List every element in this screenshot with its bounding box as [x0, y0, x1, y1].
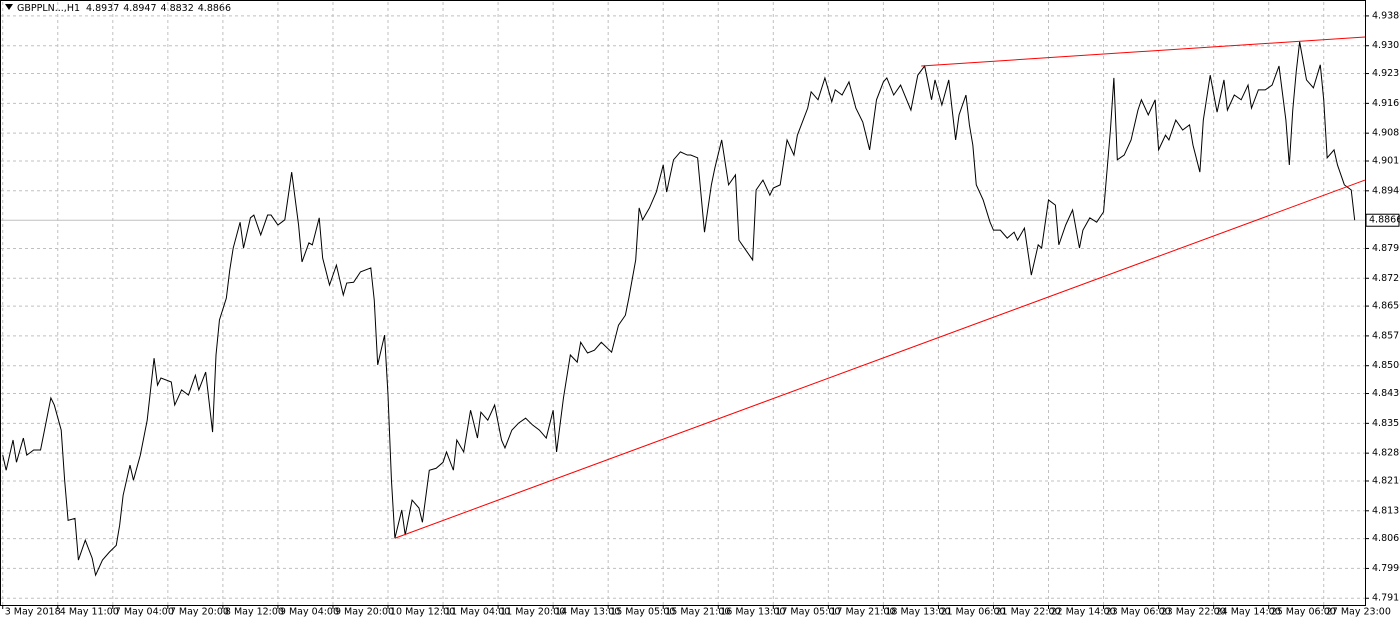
x-tick-label: 23 May 22:00 [1161, 607, 1226, 618]
low: 4.8832 [161, 3, 194, 14]
x-tick-label: 4 May 11:00 [60, 607, 119, 618]
y-tick-label: 4.9015 [1372, 155, 1400, 166]
y-tick-label: 4.9085 [1372, 128, 1400, 139]
x-tick-label: 22 May 14:00 [1051, 607, 1116, 618]
trendline [921, 36, 1366, 67]
x-tick-label: 9 May 20:00 [335, 607, 394, 618]
x-tick-label: 7 May 20:00 [170, 607, 229, 618]
y-tick-label: 4.8500 [1372, 360, 1400, 371]
y-tick-label: 4.8795 [1372, 243, 1400, 254]
last-price-label: 4.8866 [1369, 215, 1400, 226]
x-tick-label: 14 May 13:00 [555, 607, 620, 618]
symbol-icon [5, 4, 13, 10]
last-price-box [1365, 213, 1400, 227]
trendline [394, 179, 1366, 539]
x-tick-label: 15 May 05:00 [610, 607, 675, 618]
y-tick-label: 4.9305 [1372, 40, 1400, 51]
x-tick-label: 27 May 23:00 [1326, 607, 1391, 618]
y-tick-label: 4.9380 [1372, 10, 1400, 21]
x-tick-label: 21 May 06:00 [940, 607, 1005, 618]
x-tick-label: 23 May 06:00 [1106, 607, 1171, 618]
high: 4.8947 [123, 3, 156, 14]
y-tick-label: 4.8065 [1372, 533, 1400, 544]
y-tick-label: 4.8355 [1372, 418, 1400, 429]
x-tick-label: 24 May 14:00 [1216, 607, 1281, 618]
y-tick-label: 4.7915 [1372, 593, 1400, 604]
y-tick-label: 4.7990 [1372, 563, 1400, 574]
x-tick-label: 11 May 20:00 [500, 607, 565, 618]
x-tick-label: 21 May 22:00 [995, 607, 1060, 618]
x-tick-label: 17 May 05:00 [775, 607, 840, 618]
x-tick-label: 16 May 13:00 [720, 607, 785, 618]
y-tick-label: 4.8940 [1372, 185, 1400, 196]
plot-frame [0, 0, 1366, 606]
x-tick-label: 18 May 13:00 [885, 607, 950, 618]
y-tick-label: 4.8720 [1372, 273, 1400, 284]
y-tick-label: 4.8210 [1372, 475, 1400, 486]
x-tick-label: 7 May 04:00 [115, 607, 174, 618]
price-line [2, 41, 1356, 577]
y-tick-label: 4.8280 [1372, 448, 1400, 459]
symbol: GBPPLN...,H1 [17, 3, 80, 14]
x-tick-label: 10 May 12:00 [390, 607, 455, 618]
x-tick-label: 17 May 21:00 [830, 607, 895, 618]
x-tick-label: 11 May 04:00 [445, 607, 510, 618]
open: 4.8937 [86, 3, 119, 14]
y-tick-label: 4.8575 [1372, 330, 1400, 341]
y-tick-label: 4.8430 [1372, 388, 1400, 399]
x-tick-label: 8 May 12:00 [225, 607, 284, 618]
x-tick-label: 25 May 06:00 [1271, 607, 1336, 618]
x-tick-label: 9 May 04:00 [280, 607, 339, 618]
chart-title: GBPPLN...,H1 4.8937 4.8947 4.8832 4.8866 [17, 3, 231, 14]
x-tick-label: 3 May 2018 [5, 607, 61, 618]
x-tick-label: 15 May 21:00 [665, 607, 730, 618]
y-tick-label: 4.9235 [1372, 68, 1400, 79]
y-tick-label: 4.8135 [1372, 505, 1400, 516]
y-tick-label: 4.9160 [1372, 98, 1400, 109]
close: 4.8866 [198, 3, 231, 14]
y-tick-label: 4.8650 [1372, 301, 1400, 312]
